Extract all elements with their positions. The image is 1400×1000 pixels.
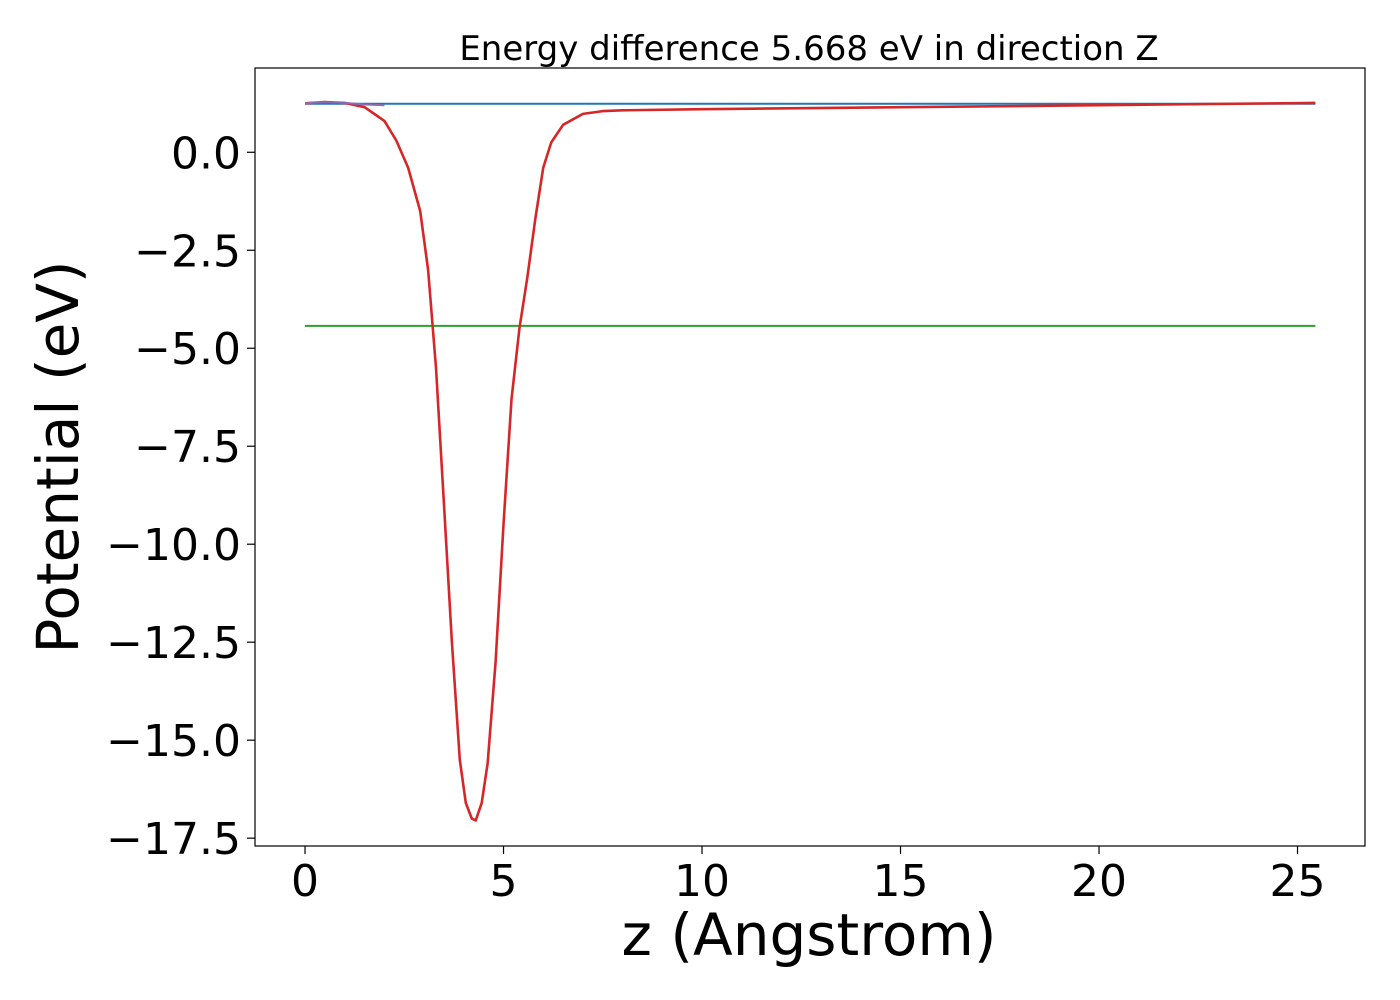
y-tick-label: −17.5 [106,814,241,865]
x-tick-label: 15 [873,856,929,907]
series-line-2 [304,100,1316,822]
y-tick-label: −15.0 [106,716,241,767]
x-axis-ticks: 0 5 10 15 20 25 [291,846,1326,907]
y-tick-label: −5.0 [134,324,241,375]
x-tick-label: 10 [674,856,730,907]
y-tick-label: −10.0 [106,520,241,571]
plot-lines [304,100,1316,822]
chart-title: Energy difference 5.668 eV in direction … [459,29,1158,69]
x-tick-label: 25 [1270,856,1326,907]
y-tick-label: −7.5 [134,422,241,473]
x-axis-label: z (Angstrom) [622,901,997,969]
x-tick-label: 5 [490,856,518,907]
series-line-3 [304,101,385,107]
y-tick-label: −12.5 [106,618,241,669]
y-axis-ticks: 0.0 −2.5 −5.0 −7.5 −10.0 −12.5 −15.0 −17.5 [106,128,255,865]
y-tick-label: 0.0 [171,128,241,179]
y-axis-label: Potential (eV) [24,260,92,653]
x-tick-label: 20 [1071,856,1127,907]
y-tick-label: −2.5 [134,226,241,277]
x-tick-label: 0 [291,856,319,907]
axes-frame [254,67,1366,847]
